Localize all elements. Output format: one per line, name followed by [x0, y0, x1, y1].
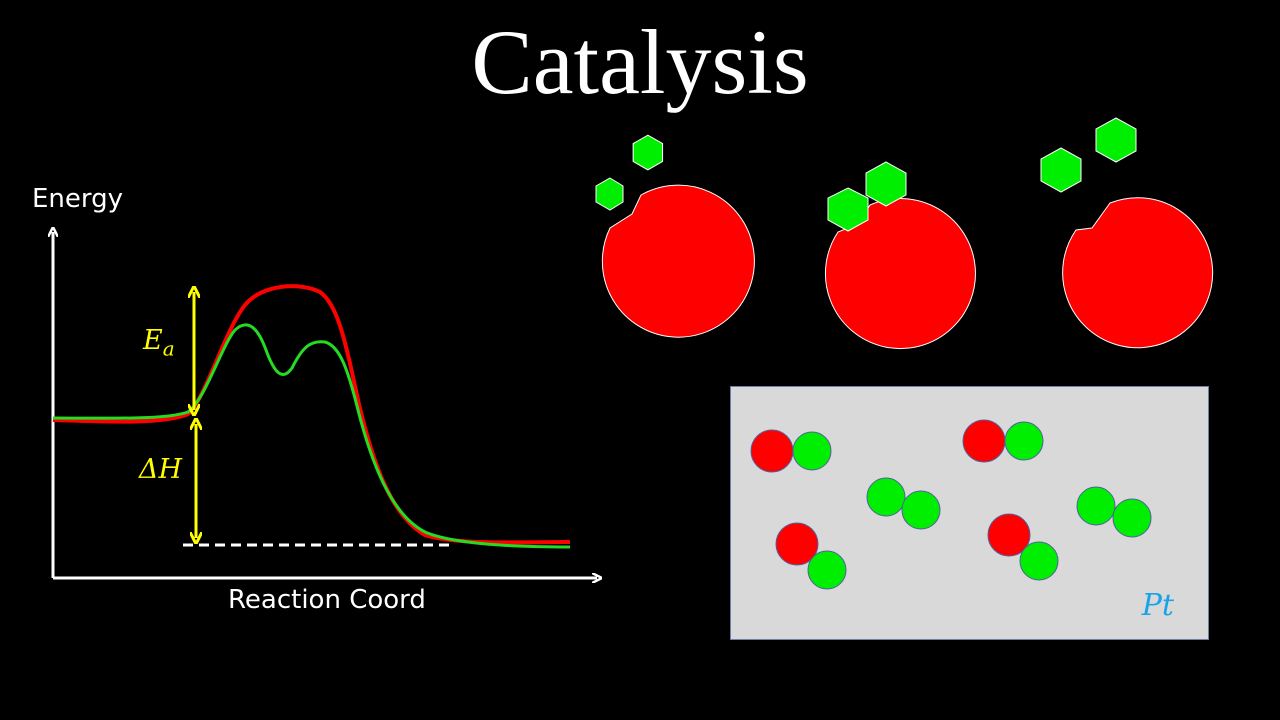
product-hexagon — [1040, 147, 1082, 193]
enzyme-body — [601, 184, 755, 338]
substrate-hexagon — [827, 187, 869, 232]
y-axis-label: Energy — [32, 184, 124, 214]
product-hexagon — [1095, 117, 1137, 163]
molecule-pair — [775, 522, 847, 590]
surface-label: Pt — [1141, 588, 1174, 623]
enzyme-body — [824, 198, 976, 350]
substrate-hexagon — [595, 177, 624, 211]
x-axis-label: Reaction Coord — [228, 585, 426, 615]
substrate-hexagon — [632, 134, 664, 171]
uncatalyzed-reaction-curve — [52, 284, 571, 545]
slide-title: Catalysis — [471, 11, 809, 113]
substrate-hexagon — [865, 161, 907, 207]
molecule-pair — [866, 477, 941, 530]
enzyme-stage-bound — [824, 161, 976, 350]
activation-energy-label: Ea — [143, 325, 175, 361]
molecule-pair — [1076, 486, 1152, 538]
enzyme-stage-approaching — [595, 134, 755, 338]
molecule-pair — [750, 429, 832, 473]
surface-molecules — [750, 419, 1152, 590]
molecule-pair — [962, 419, 1044, 463]
enzyme-body — [1062, 197, 1214, 349]
enthalpy-label: ΔH — [139, 454, 183, 485]
molecule-pair — [987, 513, 1059, 581]
catalyzed-reaction-curve — [52, 323, 571, 549]
enzyme-stage-released — [1040, 117, 1214, 349]
